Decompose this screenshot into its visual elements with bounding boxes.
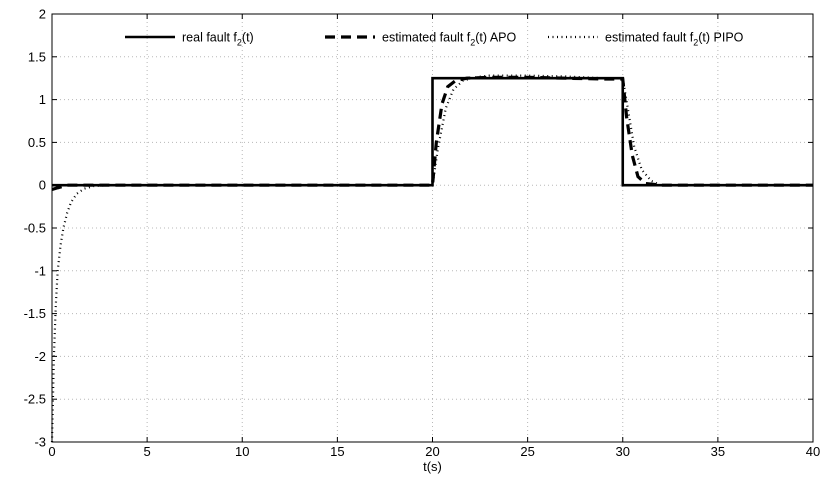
y-tick-label: -1.5 <box>24 306 46 321</box>
x-tick-label: 30 <box>616 444 630 459</box>
legend-prefix: estimated fault f <box>605 31 694 45</box>
real-fault-line <box>52 76 813 187</box>
x-tick-label: 15 <box>330 444 344 459</box>
legend-prefix: estimated fault f <box>382 31 471 45</box>
legend-subscript: 2 <box>237 38 242 48</box>
legend: real fault f2(t) estimated fault f2(t) AP… <box>125 31 744 48</box>
ticks: 0 5 10 15 20 25 30 35 40 2 1.5 1 0.5 0 -0.5 -1 -1.5 -2 -2.… <box>24 7 821 460</box>
y-tick-label: -0.5 <box>24 221 46 236</box>
x-tick-label: 35 <box>711 444 725 459</box>
x-tick-label: 40 <box>806 444 820 459</box>
x-axis-label: t(s) <box>423 459 442 474</box>
x-tick-label: 10 <box>235 444 249 459</box>
y-tick-label: 1 <box>39 92 46 107</box>
y-tick-label: -1 <box>34 263 46 278</box>
legend-entry: real fault f2(t) <box>182 31 254 48</box>
legend-entry: estimated fault f2(t) APO <box>382 31 517 48</box>
y-tick-label: -2.5 <box>24 392 46 407</box>
legend-subscript: 2 <box>693 38 698 48</box>
y-tick-label: 0 <box>39 178 46 193</box>
y-tick-label: 2 <box>39 7 46 22</box>
x-tick-label: 20 <box>425 444 439 459</box>
legend-suffix: (t) PIPO <box>698 31 743 45</box>
x-tick-label: 5 <box>144 444 151 459</box>
x-tick-label: 0 <box>48 444 55 459</box>
y-tick-label: 0.5 <box>28 135 46 150</box>
series-layer <box>50 74 813 443</box>
legend-suffix: (t) <box>242 31 254 45</box>
legend-entry: estimated fault f2(t) PIPO <box>605 31 744 48</box>
y-tick-label: 1.5 <box>28 49 46 64</box>
legend-subscript: 2 <box>470 38 475 48</box>
legend-suffix: (t) APO <box>475 31 516 45</box>
x-tick-label: 25 <box>520 444 534 459</box>
y-tick-label: -3 <box>34 435 46 450</box>
legend-prefix: real fault f <box>182 31 237 45</box>
y-tick-label: -2 <box>34 349 46 364</box>
